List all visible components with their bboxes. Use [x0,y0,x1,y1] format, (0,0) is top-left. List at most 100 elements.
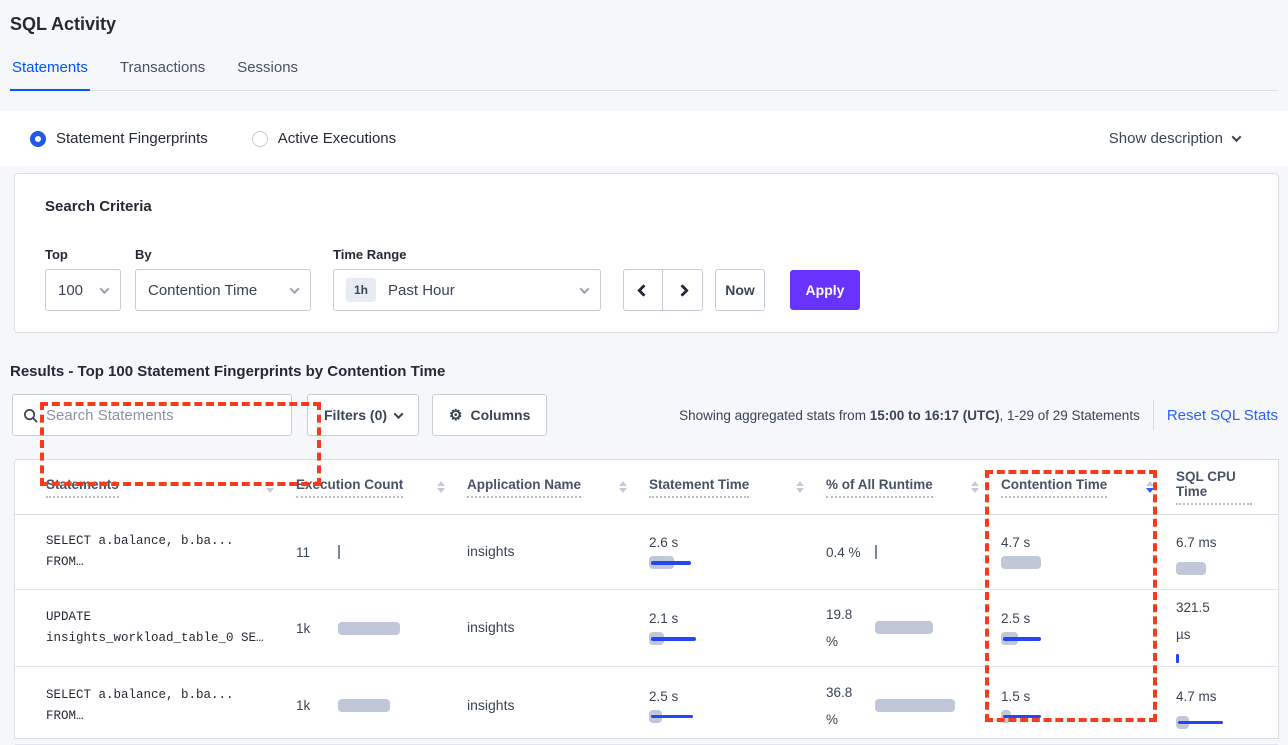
application-name-cell: insights [467,543,515,559]
header-contention-time[interactable]: Contention Time [1001,477,1176,498]
statement-time-cell: 2.1 s [649,611,826,645]
pct-runtime-cell: 36.8 % [826,679,1001,733]
tab-transactions[interactable]: Transactions [119,59,206,76]
radio-unselected-icon[interactable] [251,130,268,147]
page-title: SQL Activity [10,14,117,34]
header-application-name[interactable]: Application Name [467,477,649,498]
reset-sql-stats-link[interactable]: Reset SQL Stats [1166,406,1278,424]
execution-count-bar [338,621,458,635]
search-statements-box[interactable] [12,394,292,436]
stats-time-range: 15:00 to 16:17 (UTC) [869,407,1000,423]
by-field: By Contention Time [135,247,311,311]
header-sql-cpu-time[interactable]: SQL CPU Time [1176,469,1274,505]
table-row: UPDATE insights_workload_table_0 SE… 1k … [15,590,1278,667]
statement-time-cell: 2.5 s [649,689,826,723]
header-execution-count[interactable]: Execution Count [296,477,467,498]
show-description-label: Show description [1108,130,1223,147]
sql-cpu-time-cell: 321.5 µs [1176,594,1274,663]
tab-sessions[interactable]: Sessions [237,59,299,76]
tab-statements[interactable]: Statements [10,59,90,91]
pct-runtime-cell: 19.8 % [826,601,1001,655]
contention-time-bar [1001,632,1121,645]
aggregated-stats-text: Showing aggregated stats from 15:00 to 1… [679,407,1140,423]
sql-cpu-time-cell: 6.7 ms [1176,529,1274,575]
header-statements[interactable]: Statements [46,477,296,498]
time-nav-buttons [623,269,703,311]
results-toolbar: Filters (0) ⚙ Columns Showing aggregated… [12,394,1278,436]
chevron-down-icon [1231,132,1242,143]
arrow-left-icon [636,283,650,297]
execution-count-bar [338,545,340,559]
time-range-field: Time Range 1h Past Hour [333,247,601,311]
filters-label: Filters (0) [324,407,388,423]
pct-runtime-bar [875,697,995,715]
table-row: SELECT a.balance, b.ba... FROM… 11 insig… [15,515,1278,590]
sql-cpu-time-bar [1176,562,1288,575]
sql-cpu-time-bar [1176,653,1179,663]
columns-button[interactable]: ⚙ Columns [432,394,548,436]
by-label: By [135,247,152,262]
search-criteria-card: Search Criteria Top 100 By Contention Ti… [14,173,1279,486]
radio-active-executions[interactable]: Active Executions [251,130,397,147]
statement-fingerprint-link[interactable]: UPDATE insights_workload_table_0 SE… [46,610,264,645]
top-field: Top 100 [45,247,135,311]
sort-icon[interactable] [437,481,445,493]
statement-time-cell: 2.6 s [649,535,826,569]
chevron-down-icon [289,283,300,294]
execution-count-cell: 11 [296,545,467,560]
execution-count-bar [338,699,458,712]
contention-time-bar [1001,709,1121,723]
search-criteria-heading: Search Criteria [45,198,152,215]
sort-icon[interactable] [619,481,627,493]
filters-button[interactable]: Filters (0) [307,394,420,436]
by-select-value: Contention Time [148,281,258,299]
application-name-cell: insights [467,619,515,635]
time-range-badge: 1h [346,278,377,302]
top-select[interactable]: 100 [45,269,121,311]
contention-time-bar [1001,556,1121,569]
now-button[interactable]: Now [715,269,765,311]
header-statement-time[interactable]: Statement Time [649,477,826,498]
radio-label: Statement Fingerprints [56,130,208,147]
pct-runtime-cell: 0.4 % [826,539,1001,566]
top-label: Top [45,247,68,262]
execution-count-cell: 1k [296,698,467,713]
top-select-value: 100 [58,281,84,299]
time-range-label: Time Range [333,247,407,262]
next-time-button[interactable] [663,269,703,311]
sort-icon-active-desc[interactable] [1146,481,1154,493]
tab-bar: Statements Transactions Sessions [10,59,1278,91]
radio-label: Active Executions [277,130,397,147]
previous-time-button[interactable] [623,269,663,311]
header-pct-runtime[interactable]: % of All Runtime [826,477,1001,498]
page-header: SQL Activity Statements Transactions Ses… [0,0,1288,91]
apply-button[interactable]: Apply [790,270,860,310]
radio-statement-fingerprints[interactable]: Statement Fingerprints [30,130,208,147]
search-criteria-controls: Top 100 By Contention Time Time Range 1h… [45,247,1278,311]
statement-fingerprint-link[interactable]: SELECT a.balance, b.ba... FROM… [46,534,234,569]
gear-icon: ⚙ [449,407,463,424]
sql-cpu-time-cell: 4.7 ms [1176,683,1274,729]
search-statements-input[interactable] [46,406,281,424]
table-row: SELECT a.balance, b.ba... FROM… 1k insig… [15,667,1278,745]
statements-table: Statements Execution Count Application N… [14,459,1279,745]
search-icon [24,408,38,422]
contention-time-cell: 2.5 s [1001,611,1176,645]
statement-fingerprint-link[interactable]: SELECT a.balance, b.ba... FROM… [46,687,234,723]
results-heading: Results - Top 100 Statement Fingerprints… [10,363,446,380]
chevron-down-icon [99,283,110,294]
by-select[interactable]: Contention Time [135,269,311,311]
sort-icon[interactable] [971,481,979,493]
sort-icon[interactable] [796,481,804,493]
time-range-value: Past Hour [388,281,455,299]
sort-icon[interactable] [266,481,274,493]
radio-selected-icon[interactable] [30,130,46,147]
statement-time-bar [649,632,769,645]
time-range-select[interactable]: 1h Past Hour [333,269,601,311]
chevron-down-icon [393,408,404,419]
arrow-right-icon [676,283,689,297]
show-description-toggle[interactable]: Show description [1108,130,1242,147]
execution-count-cell: 1k [296,621,467,636]
contention-time-cell: 4.7 s [1001,535,1176,569]
table-header-row: Statements Execution Count Application N… [15,460,1278,515]
